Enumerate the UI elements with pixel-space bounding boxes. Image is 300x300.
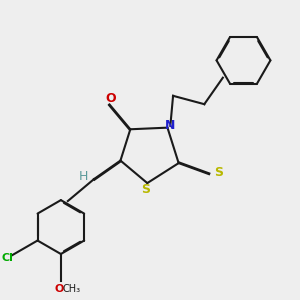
Text: S: S — [141, 183, 150, 196]
Text: Cl: Cl — [2, 253, 14, 262]
Text: H: H — [79, 170, 88, 183]
Text: O: O — [105, 92, 116, 104]
Text: S: S — [214, 166, 224, 179]
Text: O: O — [54, 284, 64, 294]
Text: CH₃: CH₃ — [63, 284, 81, 294]
Text: N: N — [165, 119, 175, 132]
